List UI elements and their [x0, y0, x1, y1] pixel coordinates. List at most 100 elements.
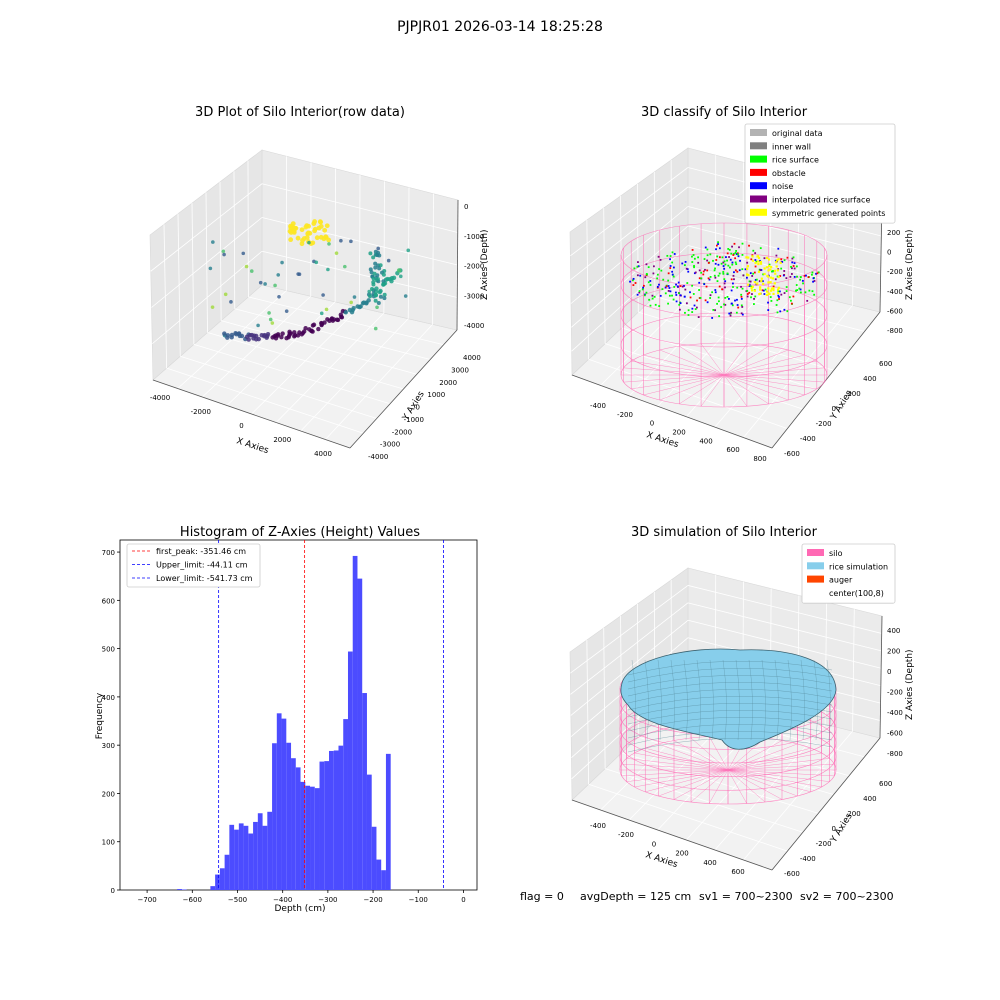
classify-point [691, 284, 694, 287]
status-line: flag = 0 avgDepth = 125 cm sv1 = 700~230… [520, 890, 894, 903]
raw-point [325, 317, 330, 322]
histogram-bar [276, 713, 282, 890]
simulation-legend-entry: rice simulation [829, 562, 888, 571]
grid-line [586, 639, 589, 785]
classify-point [815, 272, 817, 275]
classify-point [740, 293, 743, 296]
classify-point [667, 302, 669, 305]
classify-point [776, 259, 779, 262]
classify-point [796, 275, 798, 278]
classify-point [706, 301, 709, 304]
classify-point [734, 251, 737, 254]
classify-y-tick: -600 [784, 450, 800, 458]
raw-point [373, 293, 378, 298]
rice-surface-mesh [627, 695, 833, 711]
raw-point [307, 240, 311, 245]
raw-point [377, 253, 382, 258]
grid-line [603, 627, 606, 769]
classify-point [754, 265, 757, 268]
classify-legend-entry: interpolated rice surface [772, 196, 870, 205]
classify-y-tick: 0 [832, 405, 836, 413]
rice-surface-mesh [627, 674, 833, 690]
classify-point [659, 294, 662, 297]
simulation-silo-spoke [621, 763, 729, 771]
classify-point [757, 256, 761, 260]
classify-point [735, 253, 738, 255]
classify-point [751, 259, 755, 262]
classify-point [693, 304, 696, 307]
grid-line [852, 609, 855, 732]
classify-point [644, 276, 647, 279]
classify-point [724, 280, 727, 283]
classify-silo-spoke [631, 374, 725, 390]
classify-point [653, 265, 655, 268]
simulation-x-tick: 400 [703, 859, 716, 867]
simulation-legend-swatch [807, 549, 824, 556]
histogram-bar [224, 854, 230, 890]
raw-point [377, 266, 382, 271]
classify-point [714, 289, 717, 291]
grid-line [743, 305, 853, 438]
classify-point [732, 282, 734, 285]
classify-point [726, 295, 729, 298]
classify-point [728, 298, 730, 300]
classify-point [636, 293, 639, 296]
classify-point [736, 304, 739, 306]
raw-z-tick: -1000 [464, 233, 484, 241]
classify-point [692, 293, 695, 295]
simulation-silo-spoke [709, 736, 729, 771]
classify-point [672, 266, 675, 269]
classify-point [685, 302, 688, 305]
classify-point [679, 302, 682, 305]
classify-point [671, 270, 674, 273]
panel-classify-title: 3D classify of Silo Interior [641, 105, 808, 120]
classify-x-tick: -200 [617, 411, 633, 419]
grid-line [207, 332, 404, 390]
simulation-silo-spoke [673, 740, 729, 771]
classify-point [660, 269, 663, 272]
classify-point [717, 241, 719, 244]
classify-point [724, 286, 726, 289]
grid-line [687, 585, 882, 634]
simulation-legend-entry: auger [829, 576, 853, 585]
raw-scatter-points [208, 219, 411, 342]
classify-point [671, 273, 674, 276]
classify-point [709, 294, 712, 297]
panel-simulation: 3D simulation of Silo Interior -400-2000… [569, 525, 915, 878]
classify-point [647, 266, 650, 269]
grid-line [657, 284, 771, 407]
classify-point [772, 285, 775, 288]
classify-point [792, 256, 795, 259]
classify-point [799, 278, 802, 281]
rice-surface-mesh [627, 723, 833, 739]
histogram-x-tick-label: −300 [318, 896, 337, 904]
histogram-bar [381, 870, 386, 890]
raw-point [265, 333, 270, 339]
simulation-silo-spoke [727, 747, 811, 771]
classify-point [741, 306, 744, 308]
classify-point [779, 275, 782, 277]
classify-legend-entry: noise [772, 182, 793, 191]
classify-point [698, 281, 701, 284]
raw-point [321, 293, 325, 297]
classify-point [777, 288, 780, 291]
classify-point [750, 296, 752, 299]
classify-point [671, 294, 673, 297]
histogram-y-tick-label: 700 [102, 549, 115, 557]
classify-point [813, 280, 816, 282]
classify-point [677, 281, 680, 284]
classify-silo-spoke [659, 349, 725, 376]
classify-point [746, 273, 749, 276]
classify-point [698, 269, 701, 272]
raw-point [371, 276, 376, 281]
simulation-legend-swatch [807, 562, 824, 570]
raw-point [270, 321, 275, 325]
classify-point [705, 285, 708, 288]
classify-point [727, 264, 730, 267]
raw-point [273, 283, 277, 288]
classify-x-tick-labels: -400 -200 0 200 400 600 800 [590, 402, 767, 463]
classify-point [651, 297, 654, 300]
raw-point [376, 246, 380, 251]
histogram-bar [243, 825, 249, 890]
raw-point [324, 307, 329, 312]
